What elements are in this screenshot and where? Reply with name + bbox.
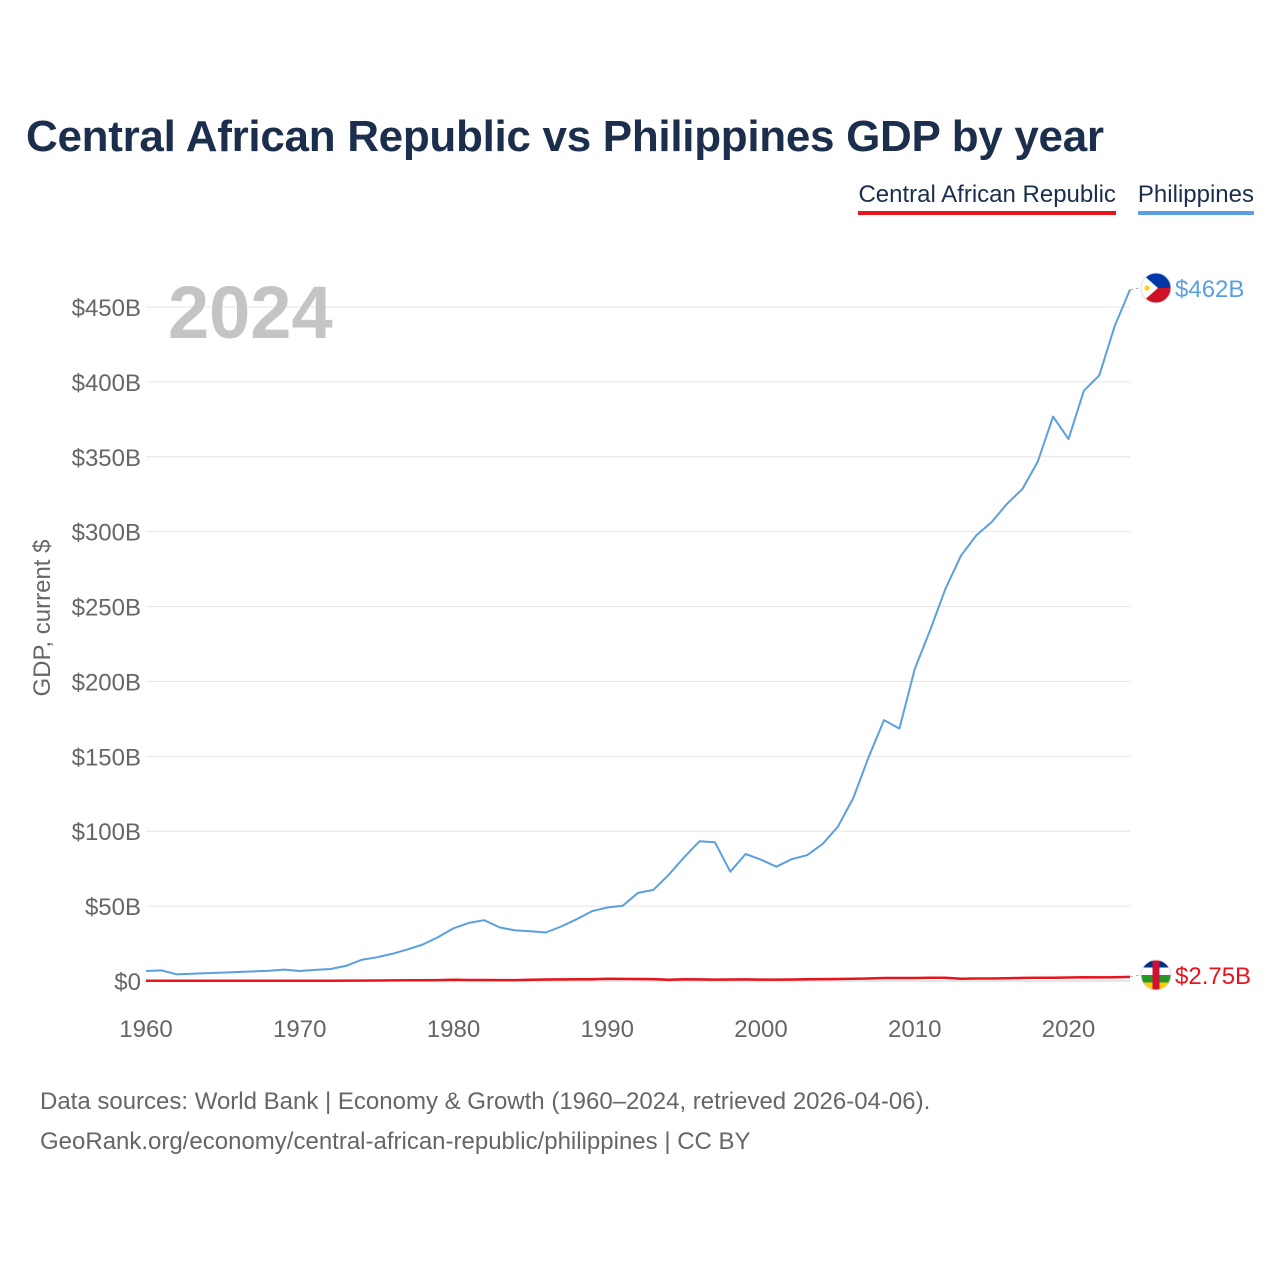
x-tick-label: 2010	[888, 1016, 941, 1043]
source-line-1: Data sources: World Bank | Economy & Gro…	[40, 1088, 931, 1115]
x-tick-label: 1980	[427, 1016, 480, 1043]
y-tick-label: $200B	[72, 669, 141, 696]
y-tick-label: $150B	[72, 744, 141, 771]
source-line-2: GeoRank.org/economy/central-african-repu…	[40, 1128, 751, 1155]
y-axis: $0 $50B $100B $150B $200B $250B $300B $350B $400…	[72, 295, 141, 996]
plot-area: 2024 $0 $50B $100B $150B $200B $250B $300B $350…	[29, 271, 1251, 1043]
y-tick-label: $300B	[72, 520, 141, 547]
ph-connector	[1129, 287, 1141, 291]
car-connector	[1129, 974, 1141, 978]
end-markers: $2.75B $462B	[1129, 272, 1251, 991]
legend-item-central-african-republic[interactable]: Central African Republic	[858, 181, 1116, 215]
series-group	[145, 289, 1131, 983]
x-axis: 1960 1970 1980 1990 2000 2010 2020	[119, 1016, 1095, 1043]
chart-title: Central African Republic vs Philippines …	[26, 112, 1104, 161]
end-label-philippines: $462B	[1175, 276, 1244, 303]
x-tick-label: 1970	[273, 1016, 326, 1043]
gridlines	[146, 306, 1130, 982]
y-axis-label: GDP, current $	[29, 540, 56, 697]
y-tick-label: $350B	[72, 445, 141, 472]
central-african-republic-flag-icon	[1141, 960, 1171, 990]
series-line-central-african-republic	[146, 975, 1131, 983]
y-tick-label: $450B	[72, 295, 141, 322]
y-tick-label: $400B	[72, 370, 141, 397]
x-tick-label: 1960	[119, 1016, 172, 1043]
y-tick-label: $50B	[85, 894, 141, 921]
year-watermark: 2024	[168, 271, 333, 354]
legend-item-philippines[interactable]: Philippines	[1137, 181, 1254, 215]
series-line-philippines	[145, 289, 1131, 976]
end-label-central-african-republic: $2.75B	[1175, 963, 1251, 990]
x-tick-label: 1990	[581, 1016, 634, 1043]
x-tick-label: 2000	[734, 1016, 787, 1043]
source-note: Data sources: World Bank | Economy & Gro…	[40, 1082, 930, 1162]
y-tick-label: $0	[114, 969, 141, 996]
philippines-flag-icon	[1141, 273, 1171, 303]
y-tick-label: $250B	[72, 595, 141, 622]
y-tick-label: $100B	[72, 819, 141, 846]
x-tick-label: 2020	[1042, 1016, 1095, 1043]
legend: Central African Republic Philippines	[858, 181, 1254, 215]
